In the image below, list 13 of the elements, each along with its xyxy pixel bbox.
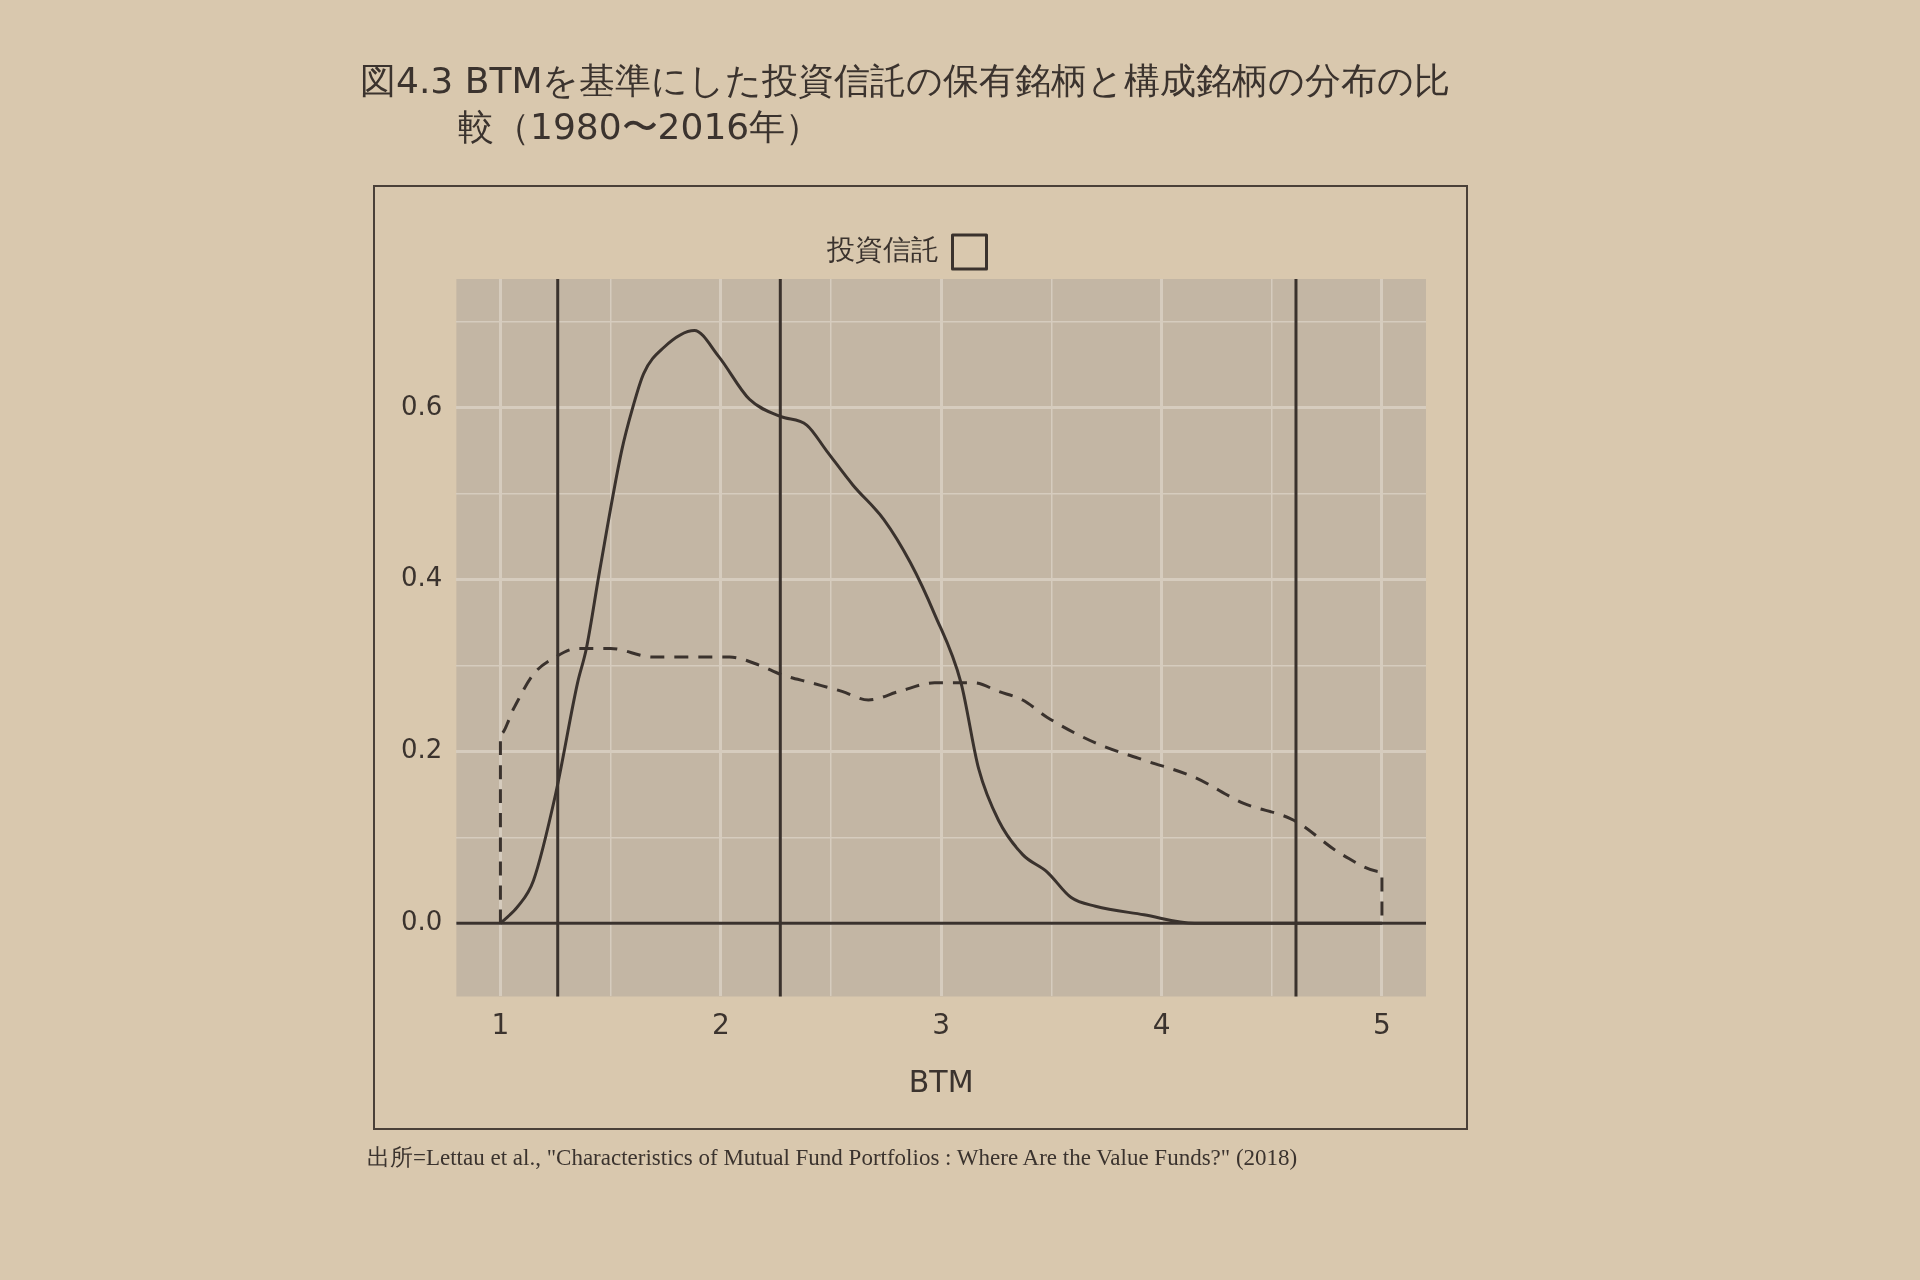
x-tick-label: 4 xyxy=(1152,1008,1171,1042)
text: 出所=Lettau et al., "Characteristics of Mutual Fund Portfolios : Where Are the Value Funds?" (2018) xyxy=(367,1144,1299,1172)
chart-title: 図4.3 BTMを基準にした投資信託の保有銘柄と構成銘柄の分布の比較（1980〜2016年） xyxy=(360,59,1452,149)
x-tick-label: 3 xyxy=(932,1008,951,1042)
y-tick-label: 0.4 xyxy=(400,562,443,593)
y-tick-label: 0.6 xyxy=(400,390,443,421)
y-tick-label: 0.0 xyxy=(400,906,443,937)
x-tick-label: 2 xyxy=(711,1008,730,1042)
legend-label: 投資信託 xyxy=(825,233,939,267)
x-tick-label: 5 xyxy=(1373,1008,1391,1042)
y-tick-label: 0.2 xyxy=(400,734,443,765)
x-tick-label: 1 xyxy=(491,1008,510,1042)
x-axis-title: BTM xyxy=(908,1063,974,1099)
